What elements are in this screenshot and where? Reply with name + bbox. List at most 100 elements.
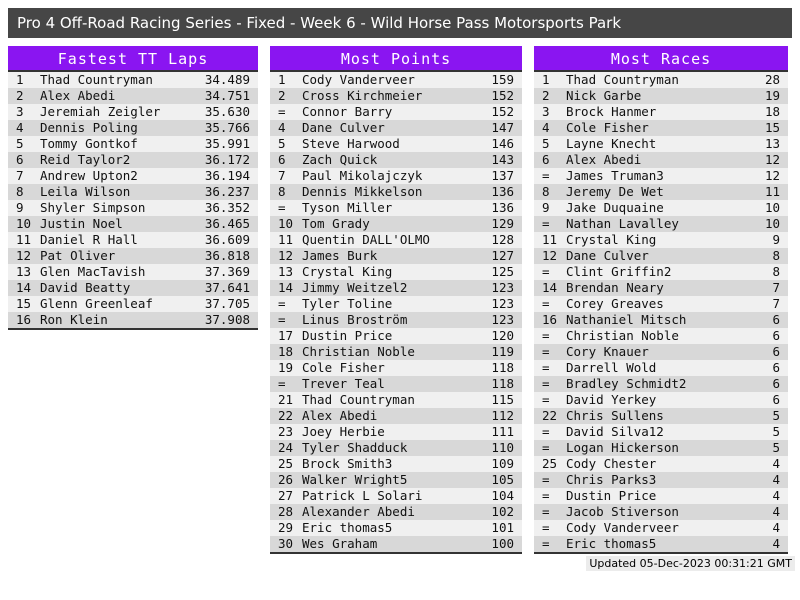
rank-cell: 2	[542, 88, 550, 103]
rank-cell: 13	[278, 264, 294, 279]
table-row: 10 Justin Noel 36.465	[8, 216, 258, 232]
value-cell: 7	[772, 296, 780, 311]
name-cell: Chris Sullens	[566, 408, 664, 423]
value-cell: 123	[491, 296, 514, 311]
rank-cell: 15	[16, 296, 32, 311]
rank-cell: 12	[16, 248, 32, 263]
rank-cell: 11	[542, 232, 558, 247]
value-cell: 35.766	[204, 120, 250, 135]
value-cell: 146	[491, 136, 514, 151]
name-cell: David Yerkey	[566, 392, 657, 407]
name-cell: Patrick L Solari	[302, 488, 423, 503]
value-cell: 152	[491, 88, 514, 103]
table-row: = Connor Barry 152	[270, 104, 522, 120]
name-cell: Alexander Abedi	[302, 504, 415, 519]
name-cell: Alex Abedi	[302, 408, 378, 423]
value-cell: 19	[764, 88, 780, 103]
table-row: 25 Cody Chester 4	[534, 456, 788, 472]
table-row: 6 Alex Abedi 12	[534, 152, 788, 168]
value-cell: 5	[772, 408, 780, 423]
panel-header-most-races: Most Races	[534, 46, 788, 72]
table-row: 14 David Beatty 37.641	[8, 280, 258, 296]
value-cell: 36.465	[204, 216, 250, 231]
name-cell: Tyler Toline	[302, 296, 393, 311]
rank-cell: 1	[542, 72, 550, 87]
table-row: 2 Cross Kirchmeier 152	[270, 88, 522, 104]
table-row: 28 Alexander Abedi 102	[270, 504, 522, 520]
rank-cell: =	[542, 360, 550, 375]
rank-cell: =	[542, 168, 550, 183]
name-cell: Logan Hickerson	[566, 440, 679, 455]
table-row: 14 Brendan Neary 7	[534, 280, 788, 296]
value-cell: 7	[772, 280, 780, 295]
name-cell: Cross Kirchmeier	[302, 88, 423, 103]
rank-cell: 8	[16, 184, 24, 199]
name-cell: Trever Teal	[302, 376, 385, 391]
rank-cell: =	[542, 472, 550, 487]
panel-header-fastest-tt-laps: Fastest TT Laps	[8, 46, 258, 72]
name-cell: Layne Knecht	[566, 136, 657, 151]
rank-cell: =	[542, 264, 550, 279]
rank-cell: 4	[16, 120, 24, 135]
rank-cell: 9	[16, 200, 24, 215]
table-row: 5 Steve Harwood 146	[270, 136, 522, 152]
name-cell: Zach Quick	[302, 152, 378, 167]
value-cell: 8	[772, 264, 780, 279]
value-cell: 5	[772, 424, 780, 439]
value-cell: 6	[772, 376, 780, 391]
value-cell: 102	[491, 504, 514, 519]
table-row: 17 Dustin Price 120	[270, 328, 522, 344]
value-cell: 136	[491, 200, 514, 215]
rank-cell: 24	[278, 440, 294, 455]
value-cell: 36.352	[204, 200, 250, 215]
name-cell: Darrell Wold	[566, 360, 657, 375]
name-cell: Dane Culver	[302, 120, 385, 135]
rank-cell: 6	[16, 152, 24, 167]
name-cell: Alex Abedi	[566, 152, 642, 167]
value-cell: 119	[491, 344, 514, 359]
table-row: = David Yerkey 6	[534, 392, 788, 408]
name-cell: Christian Noble	[566, 328, 679, 343]
value-cell: 110	[491, 440, 514, 455]
name-cell: Daniel R Hall	[40, 232, 138, 247]
rank-cell: =	[278, 200, 286, 215]
rank-cell: 18	[278, 344, 294, 359]
name-cell: Leila Wilson	[40, 184, 131, 199]
name-cell: Alex Abedi	[40, 88, 116, 103]
name-cell: Pat Oliver	[40, 248, 116, 263]
name-cell: Walker Wright5	[302, 472, 408, 487]
rank-cell: 19	[278, 360, 294, 375]
rank-cell: 10	[278, 216, 294, 231]
rank-cell: 5	[278, 136, 286, 151]
rank-cell: 4	[542, 120, 550, 135]
table-row: 1 Thad Countryman 28	[534, 72, 788, 88]
name-cell: Justin Noel	[40, 216, 123, 231]
table-row: = Dustin Price 4	[534, 488, 788, 504]
table-row: = Darrell Wold 6	[534, 360, 788, 376]
value-cell: 136	[491, 184, 514, 199]
rank-cell: 2	[278, 88, 286, 103]
value-cell: 101	[491, 520, 514, 535]
rank-cell: 10	[16, 216, 32, 231]
rank-cell: =	[542, 440, 550, 455]
table-row: 7 Paul Mikolajczyk 137	[270, 168, 522, 184]
value-cell: 6	[772, 360, 780, 375]
name-cell: Jake Duquaine	[566, 200, 664, 215]
value-cell: 37.641	[204, 280, 250, 295]
table-row: 3 Jeremiah Zeigler 35.630	[8, 104, 258, 120]
name-cell: Nick Garbe	[566, 88, 642, 103]
table-row: 10 Tom Grady 129	[270, 216, 522, 232]
table-row: 18 Christian Noble 119	[270, 344, 522, 360]
value-cell: 11	[764, 184, 780, 199]
name-cell: Jeremiah Zeigler	[40, 104, 161, 119]
rank-cell: =	[542, 296, 550, 311]
table-row: 1 Cody Vanderveer 159	[270, 72, 522, 88]
value-cell: 4	[772, 456, 780, 471]
name-cell: Crystal King	[302, 264, 393, 279]
rank-cell: 12	[542, 248, 558, 263]
name-cell: Cory Knauer	[566, 344, 649, 359]
rank-cell: 26	[278, 472, 294, 487]
table-row: = Jacob Stiverson 4	[534, 504, 788, 520]
table-row: = Eric thomas5 4	[534, 536, 788, 552]
name-cell: Bradley Schmidt2	[566, 376, 687, 391]
